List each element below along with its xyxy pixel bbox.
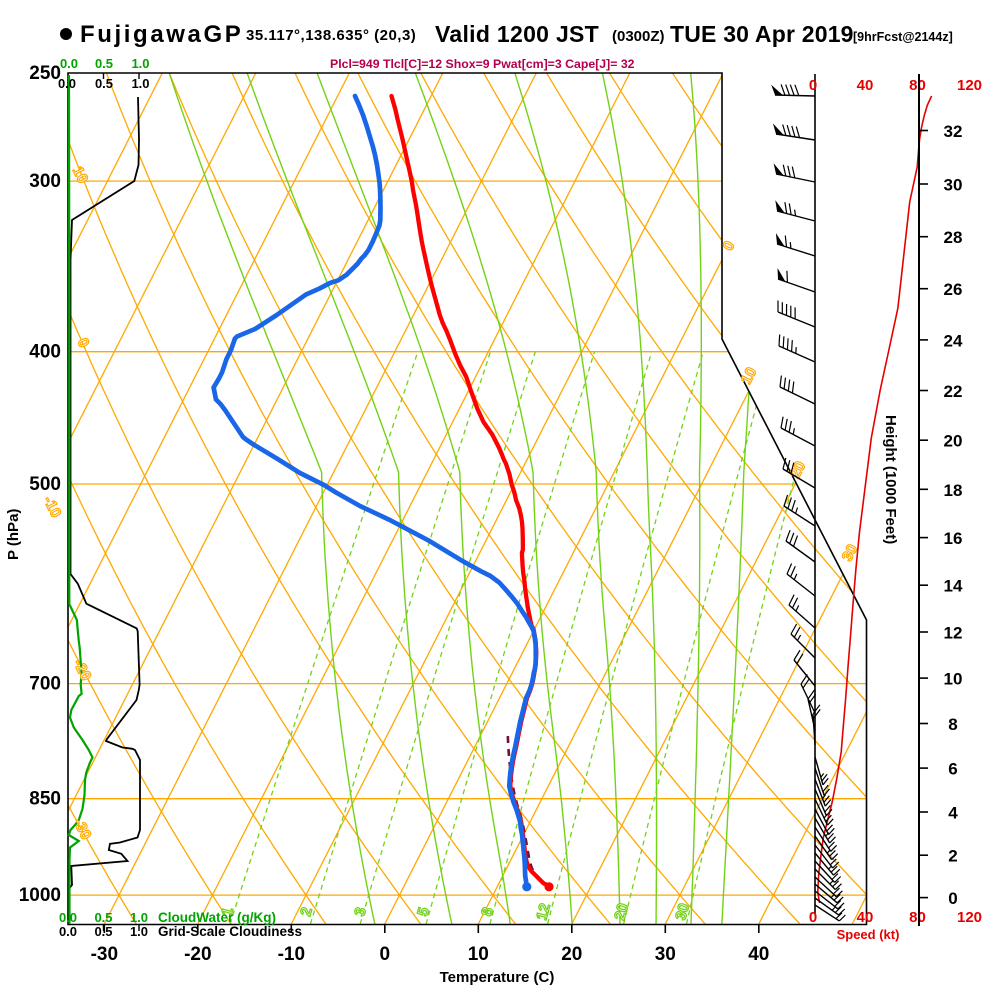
svg-text:35.117°,138.635° (20,3): 35.117°,138.635° (20,3) <box>246 27 416 44</box>
svg-text:16: 16 <box>944 529 963 548</box>
svg-text:-20: -20 <box>184 944 211 965</box>
svg-text:10: 10 <box>69 164 92 187</box>
svg-text:CloudWater (g/Kg): CloudWater (g/Kg) <box>158 910 276 925</box>
svg-text:250: 250 <box>29 63 61 84</box>
svg-text:8: 8 <box>948 715 957 734</box>
svg-text:0: 0 <box>380 944 391 965</box>
svg-text:1.0: 1.0 <box>130 910 148 925</box>
svg-text:20: 20 <box>561 944 582 965</box>
svg-text:6: 6 <box>948 760 957 779</box>
svg-text:20: 20 <box>611 902 632 923</box>
svg-text:Valid 1200 JST: Valid 1200 JST <box>435 21 599 47</box>
svg-text:14: 14 <box>944 577 963 596</box>
svg-text:12: 12 <box>533 902 554 923</box>
svg-text:26: 26 <box>944 280 963 299</box>
svg-text:120: 120 <box>957 909 982 926</box>
svg-text:Plcl=949 Tlcl[C]=12 Shox=9 Pwa: Plcl=949 Tlcl[C]=12 Shox=9 Pwat[cm]=3 Ca… <box>330 57 635 71</box>
svg-text:30: 30 <box>655 944 676 965</box>
svg-text:TUE 30 Apr 2019: TUE 30 Apr 2019 <box>670 21 854 47</box>
svg-text:40: 40 <box>748 944 769 965</box>
svg-text:18: 18 <box>944 481 963 500</box>
svg-text:0.0: 0.0 <box>60 56 78 71</box>
svg-text:Speed (kt): Speed (kt) <box>837 927 900 942</box>
svg-text:0: 0 <box>809 909 817 926</box>
svg-text:0: 0 <box>948 889 957 908</box>
svg-text:80: 80 <box>909 909 926 926</box>
svg-text:0.5: 0.5 <box>94 924 112 939</box>
svg-text:0: 0 <box>809 77 817 94</box>
svg-text:1000: 1000 <box>19 885 61 906</box>
svg-text:(0300Z): (0300Z) <box>612 28 665 45</box>
svg-text:FujigawaGP: FujigawaGP <box>80 21 243 48</box>
svg-text:80: 80 <box>909 77 926 94</box>
svg-text:10: 10 <box>468 944 489 965</box>
svg-text:4: 4 <box>948 804 958 823</box>
svg-text:10: 10 <box>738 365 761 388</box>
svg-text:2: 2 <box>948 847 957 866</box>
svg-text:Height (1000 Feet): Height (1000 Feet) <box>882 415 899 544</box>
svg-text:700: 700 <box>29 674 61 695</box>
svg-text:30: 30 <box>839 542 862 565</box>
svg-text:0.5: 0.5 <box>95 56 113 71</box>
svg-text:850: 850 <box>29 789 61 810</box>
svg-text:20: 20 <box>787 459 810 482</box>
svg-text:[9hrFcst@2144z]: [9hrFcst@2144z] <box>853 30 953 44</box>
svg-text:120: 120 <box>957 77 982 94</box>
svg-text:-30: -30 <box>91 944 118 965</box>
svg-text:500: 500 <box>29 474 61 495</box>
svg-text:1.0: 1.0 <box>130 924 148 939</box>
svg-text:1.0: 1.0 <box>131 76 149 91</box>
svg-text:-10: -10 <box>278 944 305 965</box>
svg-text:300: 300 <box>29 171 61 192</box>
svg-text:40: 40 <box>857 77 874 94</box>
svg-text:28: 28 <box>944 228 963 247</box>
svg-text:30: 30 <box>944 176 963 195</box>
svg-text:30: 30 <box>672 902 693 923</box>
svg-text:Temperature (C): Temperature (C) <box>440 969 555 986</box>
svg-text:10: 10 <box>944 670 963 689</box>
svg-text:0.5: 0.5 <box>94 910 112 925</box>
svg-text:1.0: 1.0 <box>131 56 149 71</box>
svg-text:40: 40 <box>857 909 874 926</box>
svg-text:12: 12 <box>944 624 963 643</box>
svg-text:0.0: 0.0 <box>59 924 77 939</box>
svg-text:P (hPa): P (hPa) <box>5 509 22 560</box>
svg-text:0.5: 0.5 <box>95 76 113 91</box>
svg-text:20: 20 <box>944 432 963 451</box>
svg-text:0.0: 0.0 <box>59 910 77 925</box>
svg-text:32: 32 <box>944 122 963 141</box>
svg-text:22: 22 <box>944 382 963 401</box>
svg-text:24: 24 <box>944 331 963 350</box>
svg-text:400: 400 <box>29 342 61 363</box>
svg-text:Grid-Scale Cloudiness: Grid-Scale Cloudiness <box>158 924 302 939</box>
svg-text:0.0: 0.0 <box>58 76 76 91</box>
